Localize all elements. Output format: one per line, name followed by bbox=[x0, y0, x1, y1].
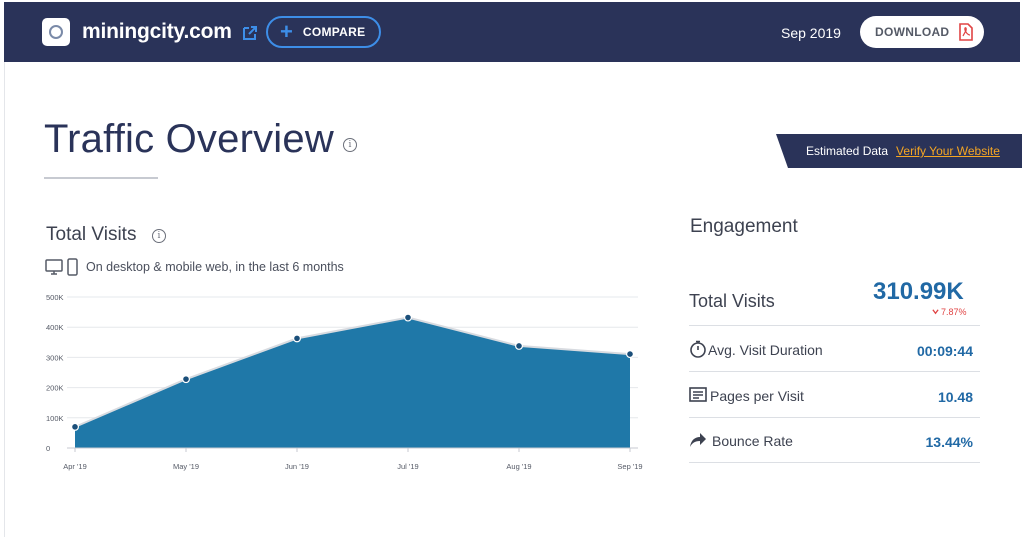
compare-button-label: COMPARE bbox=[302, 25, 366, 39]
area-fill bbox=[75, 317, 630, 448]
row-divider bbox=[689, 462, 980, 463]
date-selector[interactable]: Sep 2019 bbox=[781, 25, 841, 41]
download-button-label: DOWNLOAD bbox=[875, 25, 950, 39]
x-tick-label: Jun '19 bbox=[285, 462, 309, 471]
site-favicon-icon bbox=[42, 18, 70, 46]
y-tick-label: 200K bbox=[46, 384, 64, 393]
info-icon[interactable]: i bbox=[343, 138, 357, 152]
data-point bbox=[70, 422, 79, 431]
data-point bbox=[515, 341, 524, 350]
share-arrow-icon bbox=[690, 433, 706, 447]
total-visits-subtitle: On desktop & mobile web, in the last 6 m… bbox=[86, 260, 344, 274]
x-tick-label: May '19 bbox=[173, 462, 199, 471]
title-underline bbox=[44, 177, 158, 179]
estimated-data-banner: Estimated Data Verify Your Website bbox=[776, 134, 1022, 168]
series-line bbox=[74, 316, 631, 428]
data-point bbox=[404, 313, 413, 322]
info-icon[interactable]: i bbox=[152, 229, 166, 243]
metric-value-bounce-rate: 13.44% bbox=[925, 434, 973, 450]
site-name[interactable]: miningcity.com bbox=[82, 20, 232, 43]
pdf-icon bbox=[959, 23, 974, 41]
y-tick-label: 300K bbox=[46, 353, 64, 362]
engagement-total-visits-value: 310.99K bbox=[873, 278, 964, 305]
change-value: 7.87% bbox=[941, 307, 967, 317]
stopwatch-icon bbox=[690, 340, 706, 358]
x-tick-label: Aug '19 bbox=[506, 462, 531, 471]
top-header: miningcity.com + COMPARE Sep 2019 DOWNLO… bbox=[4, 2, 1020, 62]
y-tick-label: 100K bbox=[46, 414, 64, 423]
row-divider bbox=[689, 417, 980, 418]
download-button[interactable]: DOWNLOAD bbox=[860, 16, 984, 48]
total-visits-title: Total Visits bbox=[46, 224, 137, 245]
external-link-icon[interactable] bbox=[241, 24, 259, 42]
row-divider bbox=[689, 371, 980, 372]
metric-label-bounce-rate: Bounce Rate bbox=[712, 433, 793, 449]
total-visits-chart: 0 100K 200K 300K 400K 500K Apr '19 May '19 Jun '… bbox=[46, 293, 643, 471]
estimated-data-label: Estimated Data bbox=[806, 144, 889, 158]
pages-icon bbox=[689, 387, 707, 402]
data-point bbox=[293, 334, 302, 343]
metric-value-pages-per-visit: 10.48 bbox=[937, 389, 973, 405]
x-tick-label: Apr '19 bbox=[63, 462, 87, 471]
plus-icon: + bbox=[280, 19, 293, 44]
total-visits-change: 7.87% bbox=[932, 307, 967, 317]
metric-label-avg-visit-duration: Avg. Visit Duration bbox=[708, 342, 823, 358]
data-point bbox=[182, 375, 191, 384]
compare-button[interactable]: + COMPARE bbox=[266, 16, 381, 48]
row-divider bbox=[689, 325, 980, 326]
engagement-total-visits-label: Total Visits bbox=[689, 291, 775, 311]
x-tick-label: Sep '19 bbox=[617, 462, 642, 471]
chevron-down-icon bbox=[932, 309, 939, 315]
metric-value-avg-visit-duration: 00:09:44 bbox=[916, 343, 973, 359]
engagement-title: Engagement bbox=[690, 216, 798, 237]
desktop-mobile-icon bbox=[45, 258, 78, 276]
y-tick-label: 400K bbox=[46, 323, 64, 332]
y-tick-label: 0 bbox=[46, 444, 50, 453]
verify-website-link[interactable]: Verify Your Website bbox=[896, 144, 1000, 158]
data-point bbox=[625, 350, 634, 359]
x-tick-label: Jul '19 bbox=[397, 462, 418, 471]
divider bbox=[4, 62, 5, 537]
page-title: Traffic Overview bbox=[44, 117, 334, 161]
y-tick-label: 500K bbox=[46, 293, 64, 302]
metric-label-pages-per-visit: Pages per Visit bbox=[710, 388, 804, 404]
